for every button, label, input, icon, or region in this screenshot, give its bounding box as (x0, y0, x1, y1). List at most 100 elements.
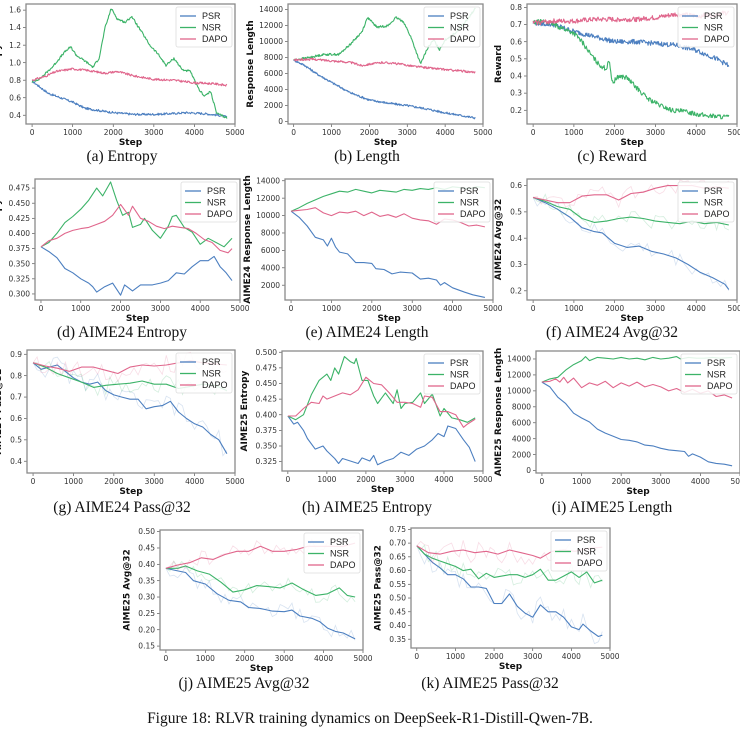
subfigure-caption-j: (j) AIME25 Avg@32 (178, 675, 310, 692)
series-raw-psr (416, 545, 603, 645)
x-tick-label: 3000 (646, 304, 665, 313)
chart-panel-c: 0 1000 2000 3000 4000 5000 0.2 0.3 0.4 0.5 0.6 0.7 0… (492, 0, 740, 155)
x-tick-label: 3000 (403, 304, 422, 313)
legend-box (303, 532, 361, 574)
x-tick-label: 0 (540, 477, 545, 486)
x-tick-label: 4000 (191, 304, 210, 313)
x-axis-label: Step (620, 138, 644, 148)
subfigure-caption-k: (k) AIME25 Pass@32 (421, 675, 559, 692)
chart-panel-a: 0 1000 2000 3000 4000 5000 0.4 0.6 0.8 1.0 1.2 1.4 1… (0, 0, 250, 155)
y-tick-label: 0.375 (9, 244, 31, 253)
x-tick-label: 5000 (225, 477, 244, 486)
x-tick-label: 5000 (600, 652, 619, 661)
x-tick-label: 1000 (317, 475, 336, 484)
y-axis-label: Reward (494, 45, 504, 83)
series-line-psr (287, 415, 476, 466)
y-tick-label: 0.5 (10, 435, 22, 444)
legend-box (180, 181, 238, 223)
x-tick-label: 0 (289, 304, 294, 313)
y-tick-label: 1.4 (9, 23, 21, 32)
legend-box (175, 6, 233, 48)
x-tick-label: 2000 (362, 304, 381, 313)
legend-box (680, 353, 738, 395)
series-line-psr (32, 362, 228, 454)
y-tick-label: 0.70 (389, 539, 406, 548)
y-tick-label: 0.2 (510, 106, 522, 115)
series-raw-psr (532, 197, 730, 291)
x-tick-label: 5000 (727, 304, 740, 313)
y-axis-label: AIME25 Response Length (494, 348, 504, 477)
x-tick-label: 2000 (104, 128, 123, 137)
legend-label-dapo: DAPO (450, 381, 476, 391)
legend-label-dapo: DAPO (704, 34, 730, 44)
chart-panel-f: 0 1000 2000 3000 4000 5000 0.2 0.3 0.4 0.5 0.6 Step… (492, 175, 740, 330)
y-tick-label: 0 (526, 466, 531, 475)
legend-label-dapo: DAPO (577, 558, 603, 568)
subfigure-caption-h: (h) AIME25 Entropy (301, 499, 432, 516)
x-tick-label: 5000 (230, 304, 249, 313)
x-axis-label: Step (499, 662, 523, 672)
legend-label-dapo: DAPO (460, 209, 486, 219)
y-tick-label: 0.6 (10, 414, 22, 423)
x-tick-label: 0 (164, 654, 169, 663)
legend-label-nsr: NSR (202, 23, 222, 33)
y-tick-label: 4000 (512, 434, 531, 443)
y-axis-label: AIME24 Avg@32 (494, 199, 504, 281)
x-tick-label: 4000 (687, 304, 706, 313)
y-tick-label: 0.35 (389, 635, 406, 644)
legend-label-nsr: NSR (207, 198, 227, 208)
x-tick-label: 2000 (235, 654, 254, 663)
chart-svg-h: 0 1000 2000 3000 4000 5000 0.325 0.350 0.375 0.40… (240, 348, 493, 495)
subfigure-caption-i: (i) AIME25 Length (551, 499, 673, 516)
x-tick-label: 3000 (275, 654, 294, 663)
chart-panel-g: 0 1000 2000 3000 4000 5000 0.4 0.5 0.6 0.7 0.8 0.9 S… (0, 345, 250, 500)
x-tick-label: 0 (285, 475, 290, 484)
series-line-psr (416, 545, 603, 638)
legend-label-psr: PSR (704, 11, 723, 21)
plot-frame (25, 3, 236, 125)
series-line-nsr (40, 181, 233, 248)
y-tick-label: 0.45 (389, 607, 406, 616)
x-tick-label: 3000 (523, 652, 542, 661)
y-tick-label: 0.30 (138, 593, 155, 602)
series-line-psr (293, 59, 476, 120)
x-tick-label: 1000 (322, 128, 341, 137)
y-tick-label: 0.7 (510, 20, 522, 29)
y-tick-label: 2000 (512, 450, 531, 459)
y-tick-label: 0.50 (138, 527, 155, 536)
series-raw-nsr (165, 560, 356, 603)
y-tick-label: 0.300 (9, 290, 31, 299)
legend-label-nsr: NSR (707, 370, 727, 380)
x-tick-label: 2000 (605, 304, 624, 313)
legend-box (677, 181, 735, 223)
plot-frame (34, 178, 241, 301)
y-tick-label: 0.40 (389, 621, 406, 630)
series-line-nsr (287, 356, 476, 423)
y-tick-label: 0.20 (138, 625, 155, 634)
legend-label-nsr: NSR (330, 549, 350, 559)
series-line-psr (40, 246, 233, 296)
legend-label-nsr: NSR (450, 23, 470, 33)
series-line-dapo (293, 57, 476, 74)
series-line-nsr (416, 545, 603, 584)
y-tick-label: 0.40 (138, 560, 155, 569)
y-axis-label: Response Length (246, 20, 256, 107)
y-tick-label: 0.425 (256, 395, 278, 404)
figure-caption: Figure 18: RLVR training dynamics on Dee… (147, 710, 593, 727)
x-tick-label: 3000 (151, 304, 170, 313)
legend-label-dapo: DAPO (202, 380, 228, 390)
x-tick-label: 1000 (63, 128, 82, 137)
x-axis-label: Step (371, 485, 395, 495)
x-tick-label: 5000 (727, 128, 740, 137)
legend-label-dapo: DAPO (207, 209, 233, 219)
x-axis-label: Step (119, 487, 143, 497)
y-tick-label: 0.425 (9, 214, 31, 223)
plot-frame (287, 3, 484, 125)
legend-label-nsr: NSR (460, 198, 480, 208)
plot-frame (159, 529, 364, 651)
